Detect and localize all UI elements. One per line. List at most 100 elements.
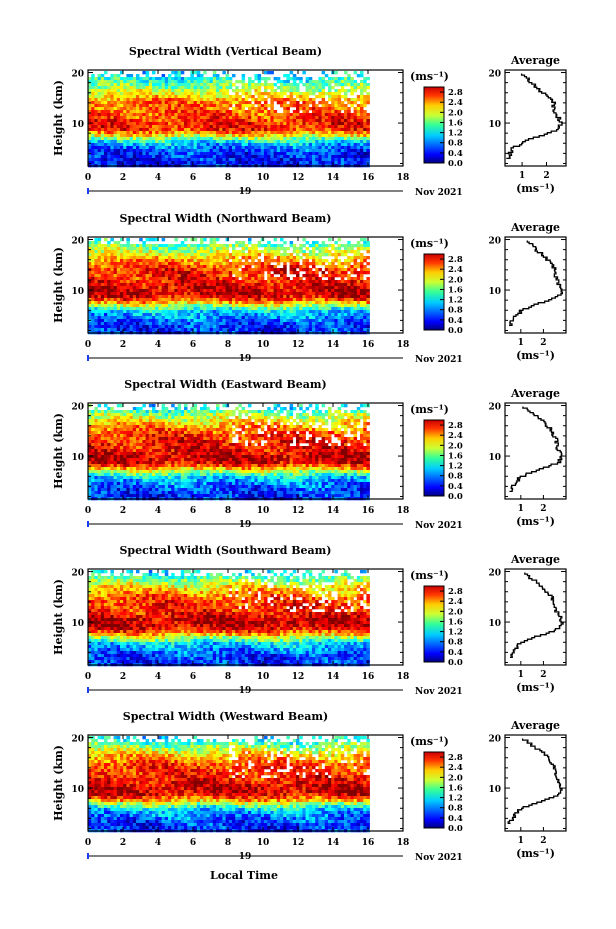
heatmap-cell [158, 313, 162, 317]
heatmap-cell [120, 259, 124, 263]
heatmap-cell [286, 77, 290, 81]
heatmap-cell [145, 92, 150, 96]
heatmap-cell [244, 313, 249, 317]
heatmap-cell [104, 313, 108, 317]
heatmap-cell [171, 107, 175, 111]
heatmap-cell [324, 259, 329, 263]
heatmap-cell [161, 301, 166, 305]
heatmap-cell [334, 152, 338, 156]
heatmap-cell [334, 253, 338, 257]
heatmap-cell [91, 256, 95, 260]
heatmap-cell [222, 155, 226, 159]
heatmap-cell [305, 289, 310, 293]
heatmap-cell [180, 116, 185, 120]
heatmap-cell [219, 313, 223, 317]
heatmap-cell [152, 98, 156, 102]
heatmap-cell [187, 122, 191, 126]
heatmap-cell [366, 262, 370, 266]
heatmap-cell [190, 128, 194, 132]
heatmap-cell [209, 107, 214, 111]
heatmap-cell [190, 83, 194, 87]
heatmap-cell [267, 280, 271, 284]
heatmap-cell [324, 265, 329, 269]
heatmap-cell [100, 322, 105, 326]
heatmap-cell [315, 89, 319, 93]
heatmap-cell [273, 289, 278, 293]
heatmap-cell [132, 295, 137, 299]
heatmap-cell [286, 253, 290, 257]
heatmap-cell [129, 262, 134, 266]
heatmap-cell [276, 286, 281, 290]
heatmap-cell [334, 256, 338, 260]
heatmap-cell [88, 155, 92, 159]
heatmap-cell [190, 122, 194, 126]
heatmap-cell [344, 244, 348, 248]
heatmap-cell [235, 322, 239, 326]
heatmap-cell [232, 140, 236, 144]
heatmap-cell [171, 274, 175, 278]
heatmap-cell [100, 152, 105, 156]
heatmap-cell [184, 140, 188, 144]
heatmap-cell [366, 307, 370, 311]
heatmap-cell [248, 122, 252, 126]
heatmap-cell [203, 104, 207, 108]
heatmap-cell [174, 319, 178, 323]
heatmap-cell [94, 262, 98, 266]
heatmap-cell [356, 250, 361, 254]
heatmap-cell [356, 256, 361, 260]
heatmap-cell [129, 116, 134, 120]
heatmap-cell [145, 286, 150, 290]
heatmap-cell [155, 322, 159, 326]
heatmap-cell [193, 140, 198, 144]
heatmap-cell [264, 122, 268, 126]
heatmap-cell [190, 104, 194, 108]
heatmap-cell [164, 283, 169, 287]
heatmap-cell [123, 277, 127, 281]
heatmap-cell [196, 86, 201, 90]
heatmap-cell [158, 77, 162, 81]
heatmap-cell [267, 286, 271, 290]
heatmap-cell [235, 253, 239, 257]
heatmap-cell [97, 274, 102, 278]
heatmap-cell [113, 265, 118, 269]
heatmap-cell [212, 256, 217, 260]
heatmap-cell [180, 98, 185, 102]
heatmap-cell [219, 316, 223, 320]
heatmap-cell [100, 77, 105, 81]
heatmap-cell [292, 146, 297, 150]
heatmap-cell [113, 134, 118, 138]
heatmap-cell [107, 104, 111, 108]
heatmap-cell [212, 74, 217, 78]
heatmap-cell [158, 83, 162, 87]
heatmap-cell [318, 307, 322, 311]
heatmap-cell [267, 310, 271, 314]
heatmap-cell [94, 122, 98, 126]
heatmap-cell [193, 77, 198, 81]
heatmap-cell [225, 247, 230, 251]
heatmap-cell [187, 253, 191, 257]
heatmap-cell [225, 292, 230, 296]
heatmap-cell [228, 131, 233, 135]
heatmap-cell [228, 119, 233, 123]
heatmap-cell [292, 77, 297, 81]
heatmap-cell [283, 149, 287, 153]
heatmap-cell [113, 155, 118, 159]
heatmap-cell [254, 86, 258, 90]
heatmap-cell [110, 74, 114, 78]
heatmap-cell [273, 286, 278, 290]
heatmap-cell [225, 149, 230, 153]
heatmap-cell [286, 128, 290, 132]
heatmap-cell [206, 140, 210, 144]
heatmap-cell [356, 116, 361, 120]
heatmap-cell [187, 283, 191, 287]
heatmap-cell [363, 304, 367, 308]
heatmap-cell [254, 155, 258, 159]
colorbar-unit: (ms⁻¹) [410, 70, 449, 83]
heatmap-cell [244, 268, 249, 272]
heatmap-cell [158, 259, 162, 263]
heatmap-cell [356, 161, 361, 165]
heatmap-cell [324, 122, 329, 126]
heatmap-cell [344, 161, 348, 165]
heatmap-cell [209, 161, 214, 165]
heatmap-cell [171, 113, 175, 117]
